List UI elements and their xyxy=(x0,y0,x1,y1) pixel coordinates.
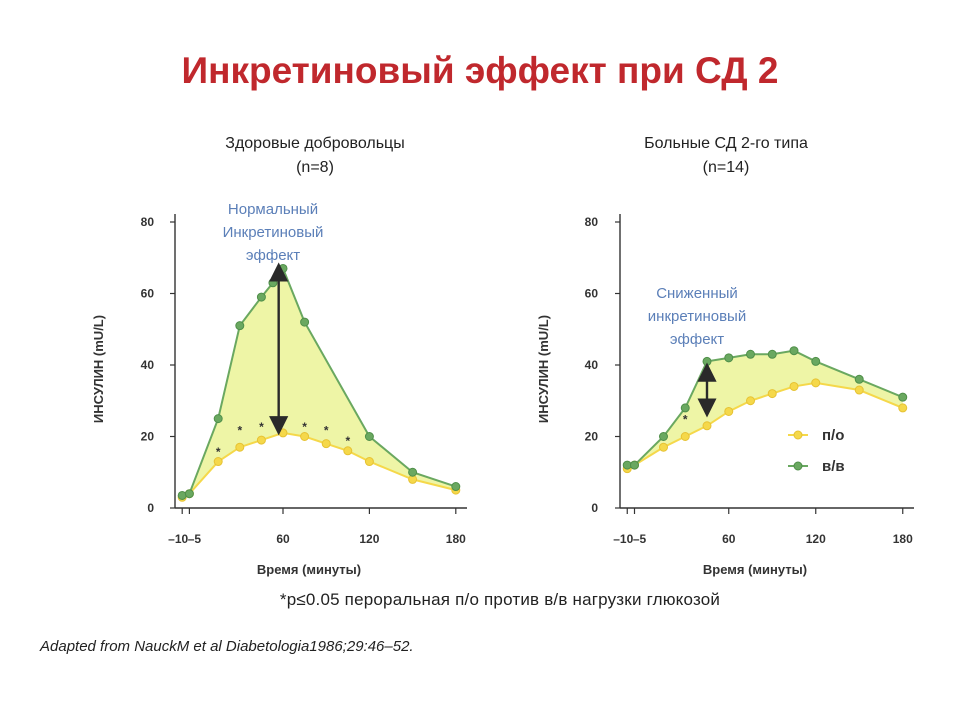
data-point-iv xyxy=(789,346,799,356)
data-point-iv xyxy=(278,263,288,273)
y-axis-label: ИНСУЛИН (mU/L) xyxy=(536,315,551,423)
data-point-iv xyxy=(854,374,864,384)
series-line-iv xyxy=(627,349,904,467)
y-tick-label: 80 xyxy=(141,215,155,229)
data-point-oral xyxy=(300,432,310,441)
data-point-oral xyxy=(659,442,668,452)
x-tick-label: –5 xyxy=(633,532,647,546)
source-citation: Adapted from NauckM et al Diabetologia19… xyxy=(40,638,414,655)
x-tick-label: 180 xyxy=(446,532,466,546)
y-tick-label: 0 xyxy=(147,501,154,515)
data-point-iv xyxy=(364,432,374,441)
x-axis-label: Время (минуты) xyxy=(257,562,361,577)
data-point-oral xyxy=(343,446,353,456)
annotation-line: Инкретиновый xyxy=(223,224,324,241)
chart-subtitle: (n=14) xyxy=(703,159,750,176)
data-point-oral xyxy=(746,396,755,406)
chart-title: Здоровые добровольцы xyxy=(225,135,404,152)
significance-asterisk: * xyxy=(345,434,350,448)
data-point-iv xyxy=(184,489,194,499)
x-tick-label: 120 xyxy=(359,532,379,546)
incretin-effect-area xyxy=(627,350,903,469)
y-tick-label: 40 xyxy=(141,358,155,372)
data-point-iv xyxy=(408,467,418,477)
slide-title: Инкретиновый эффект при СД 2 xyxy=(181,50,779,91)
data-point-iv xyxy=(724,353,734,363)
x-tick-label: –5 xyxy=(188,532,202,546)
data-point-oral xyxy=(364,457,374,467)
annotation-line: эффект xyxy=(246,247,300,264)
chart-panel-1: Здоровые добровольцы (n=8) 0 20 40 60 80 –10 –5 6… xyxy=(91,135,467,577)
data-point-iv xyxy=(177,490,187,500)
incretin-effect-area xyxy=(182,268,456,498)
data-point-iv xyxy=(630,460,639,470)
series-line-oral xyxy=(626,381,904,470)
data-point-iv xyxy=(235,321,245,331)
significance-asterisk: * xyxy=(683,413,688,427)
legend-label: п/о xyxy=(822,427,844,444)
x-axis-label: Время (минуты) xyxy=(703,562,807,577)
data-point-oral xyxy=(854,385,864,395)
y-tick-label: 60 xyxy=(585,287,599,301)
data-point-oral xyxy=(256,435,266,445)
data-point-iv xyxy=(213,414,223,424)
data-point-iv xyxy=(268,278,278,288)
significance-asterisk: * xyxy=(237,423,242,437)
legend-marker xyxy=(793,430,803,440)
y-tick-label: 20 xyxy=(141,430,155,444)
data-point-iv xyxy=(300,317,310,327)
annotation-line: Сниженный xyxy=(656,285,738,302)
chart-panel-2: Больные СД 2-го типа (n=14) 0 20 40 60 80 –10 –5… xyxy=(536,135,914,577)
data-point-oral xyxy=(235,442,245,452)
data-point-oral xyxy=(811,378,821,388)
significance-asterisk: * xyxy=(324,423,329,437)
data-point-iv xyxy=(256,292,266,302)
data-point-oral xyxy=(321,439,331,449)
data-point-iv xyxy=(451,482,461,492)
y-tick-label: 40 xyxy=(585,358,599,372)
y-tick-label: 0 xyxy=(591,501,598,515)
footnote: *p≤0.05 пероральная п/о против в/в нагру… xyxy=(279,590,721,609)
significance-asterisk: * xyxy=(259,420,264,434)
x-tick-label: –10 xyxy=(613,532,633,546)
data-point-iv xyxy=(659,432,668,441)
series-line-oral xyxy=(181,431,457,499)
legend-marker xyxy=(793,461,803,471)
data-point-oral xyxy=(898,403,908,413)
x-tick-label: –10 xyxy=(168,532,188,546)
annotation-line: инкретиновый xyxy=(648,308,746,325)
significance-asterisk: * xyxy=(281,416,286,430)
significance-asterisk: * xyxy=(216,445,221,459)
x-tick-label: 60 xyxy=(276,532,290,546)
y-tick-label: 20 xyxy=(585,430,599,444)
x-tick-label: 180 xyxy=(893,532,913,546)
chart-subtitle: (n=8) xyxy=(296,159,334,176)
x-tick-label: 120 xyxy=(806,532,826,546)
data-point-iv xyxy=(680,403,690,413)
annotation-line: Нормальный xyxy=(228,201,318,218)
data-point-oral xyxy=(767,389,777,399)
significance-asterisk: * xyxy=(302,420,307,434)
data-point-oral xyxy=(789,381,799,391)
data-point-oral xyxy=(724,406,734,416)
data-point-oral xyxy=(213,457,223,467)
y-tick-label: 60 xyxy=(141,287,155,301)
annotation-line: эффект xyxy=(670,331,724,348)
y-axis-label: ИНСУЛИН (mU/L) xyxy=(91,315,106,423)
data-point-oral xyxy=(702,421,712,431)
legend-label: в/в xyxy=(822,458,845,475)
x-tick-label: 60 xyxy=(722,532,736,546)
data-point-iv xyxy=(746,349,755,359)
data-point-iv xyxy=(898,392,908,402)
data-point-iv xyxy=(811,356,821,366)
chart-title: Больные СД 2-го типа xyxy=(644,135,808,152)
data-point-iv xyxy=(702,356,712,366)
y-tick-label: 80 xyxy=(585,215,599,229)
data-point-oral xyxy=(680,432,690,441)
data-point-iv xyxy=(767,349,777,359)
